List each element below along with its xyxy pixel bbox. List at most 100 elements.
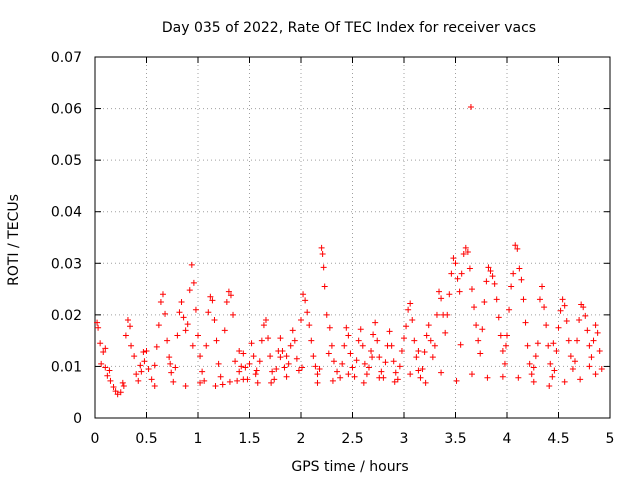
data-point [557, 307, 564, 314]
data-point [457, 341, 464, 348]
data-point [234, 377, 241, 384]
x-tick-label: 5 [606, 431, 615, 447]
data-point [236, 347, 243, 354]
data-point [192, 306, 199, 313]
data-point [436, 288, 443, 295]
data-point [120, 383, 127, 390]
data-point [369, 354, 376, 361]
data-point [157, 298, 164, 305]
data-point [390, 358, 397, 365]
data-point [98, 360, 105, 367]
data-point [166, 354, 173, 361]
y-tick-label: 0.02 [51, 308, 82, 324]
data-point [253, 367, 260, 374]
data-point [110, 384, 117, 391]
data-point [298, 317, 304, 324]
data-point [446, 291, 453, 298]
data-point [343, 324, 350, 331]
data-point [164, 337, 171, 344]
data-point [287, 342, 294, 349]
data-point [481, 298, 488, 305]
data-point [551, 367, 558, 374]
data-point [460, 251, 467, 258]
data-point [491, 280, 498, 287]
data-point [376, 354, 383, 361]
data-point [242, 364, 249, 371]
data-point [502, 342, 509, 349]
data-point [453, 377, 460, 384]
data-point [155, 322, 162, 329]
data-point [219, 381, 226, 388]
data-point [438, 369, 445, 376]
x-tick-label: 3 [400, 431, 409, 447]
data-point [151, 383, 158, 390]
data-point [588, 354, 595, 361]
data-point [141, 358, 148, 365]
data-point [159, 291, 166, 298]
data-point [473, 322, 480, 329]
data-point [497, 332, 504, 339]
data-point [417, 374, 424, 381]
data-point [442, 329, 449, 336]
data-point [574, 337, 581, 344]
data-point [269, 368, 276, 375]
data-point [539, 283, 546, 290]
data-point [468, 286, 475, 293]
data-point [360, 379, 367, 386]
data-point [117, 389, 124, 396]
data-point [140, 348, 147, 355]
data-point [394, 376, 401, 383]
data-point [466, 265, 473, 272]
data-point [127, 323, 134, 330]
x-tick-label: 1 [194, 431, 203, 447]
data-point [586, 363, 593, 370]
data-point [138, 368, 145, 375]
data-point [112, 388, 119, 395]
data-point [143, 347, 150, 354]
data-point [407, 371, 414, 378]
data-point [252, 371, 259, 378]
data-point [225, 288, 232, 295]
data-point [131, 353, 138, 360]
data-point [386, 328, 393, 335]
data-point [413, 354, 420, 361]
data-point [444, 311, 451, 318]
data-point [584, 327, 591, 334]
data-point [250, 353, 257, 360]
x-tick-label: 0.5 [135, 431, 157, 447]
data-point [122, 332, 129, 339]
data-point [522, 319, 529, 326]
data-point [308, 337, 315, 344]
data-point [94, 319, 101, 326]
data-point [532, 353, 539, 360]
data-point [271, 376, 278, 383]
data-point [391, 378, 398, 385]
data-point [351, 373, 358, 380]
data-point [304, 309, 311, 316]
data-point [273, 366, 280, 373]
data-point [133, 371, 140, 378]
data-point [345, 332, 352, 339]
data-point [186, 287, 193, 294]
data-point [415, 367, 422, 374]
data-point [411, 337, 418, 344]
data-point [382, 359, 389, 366]
data-point [104, 372, 111, 379]
data-point [427, 337, 434, 344]
data-point [277, 335, 284, 342]
data-point [487, 268, 494, 275]
data-point [403, 323, 410, 330]
data-point [598, 366, 605, 373]
data-point [302, 297, 309, 304]
data-point [467, 104, 474, 111]
data-point [212, 383, 219, 390]
data-point [596, 347, 603, 354]
x-tick-label: 0 [91, 431, 100, 447]
data-point [145, 366, 152, 373]
data-point [429, 354, 436, 361]
data-point [376, 374, 383, 381]
data-point [392, 369, 399, 376]
data-point [209, 297, 216, 304]
data-point [254, 379, 261, 386]
